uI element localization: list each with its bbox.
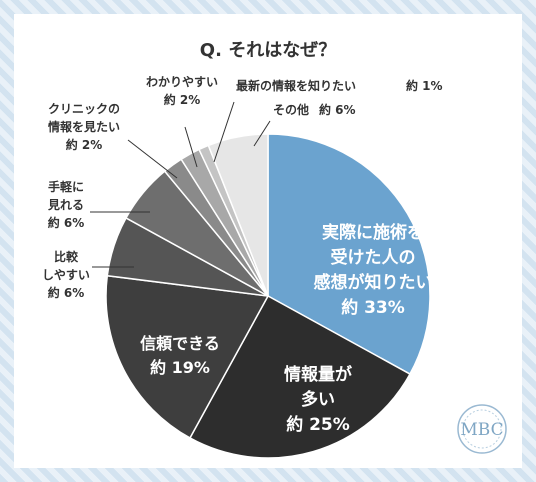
slice-label: 実際に施術を bbox=[322, 222, 424, 243]
leader-line bbox=[127, 139, 178, 179]
slice-label: 情報を見たい bbox=[48, 119, 120, 134]
slice-value-label: 約 1% bbox=[406, 78, 443, 93]
slice-label: クリニックの bbox=[48, 102, 120, 116]
badge-inner-ring bbox=[462, 409, 502, 449]
badge-outer-ring bbox=[457, 404, 507, 454]
slice-label: 受けた人の bbox=[331, 247, 416, 268]
slice-value-label: 約 19% bbox=[150, 358, 210, 377]
slice-value-label: 約 6% bbox=[48, 285, 85, 300]
slice-label: わかりやすい bbox=[146, 75, 218, 89]
slice-label: 信頼できる bbox=[140, 334, 220, 353]
slice-value-label: 約 33% bbox=[341, 297, 405, 318]
leader-line bbox=[184, 126, 198, 168]
leader-line bbox=[213, 101, 235, 163]
slice-label: 多い bbox=[301, 389, 335, 410]
pie-slice bbox=[188, 294, 411, 459]
slice-label: しやすい bbox=[42, 268, 90, 282]
slice-label: 最新の情報を知りたい bbox=[236, 78, 356, 93]
slice-value-label: 約 6% bbox=[319, 102, 356, 117]
slice-label: 感想が知りたい bbox=[314, 272, 433, 293]
slice-value-label: 約 25% bbox=[286, 414, 350, 435]
slice-value-label: 約 2% bbox=[164, 92, 201, 107]
pie-slice bbox=[207, 133, 269, 297]
pie-slice bbox=[105, 274, 270, 439]
leader-line bbox=[253, 120, 271, 147]
leader-lines bbox=[90, 101, 271, 268]
slice-label: 見れる bbox=[47, 197, 84, 212]
chart-card: Q. それはなぜ？ 実際に施術を 受けた人の 感想が知りたい約 33% 情報量が 多い約… bbox=[14, 14, 522, 468]
pie-slice bbox=[267, 133, 431, 376]
chart-title: Q. それはなぜ？ bbox=[200, 40, 336, 61]
mbc-badge: MBC bbox=[457, 404, 507, 454]
slice-label: 比較 bbox=[54, 249, 79, 264]
slice-label: 手軽に bbox=[48, 179, 84, 194]
badge-text: MBC bbox=[460, 420, 503, 440]
slice-value-label: 約 6% bbox=[48, 215, 85, 230]
slice-label: 情報量が bbox=[284, 364, 352, 385]
pie-slices bbox=[105, 133, 431, 459]
slice-value-label: 約 2% bbox=[66, 137, 103, 152]
slice-label: その他 bbox=[273, 102, 309, 117]
